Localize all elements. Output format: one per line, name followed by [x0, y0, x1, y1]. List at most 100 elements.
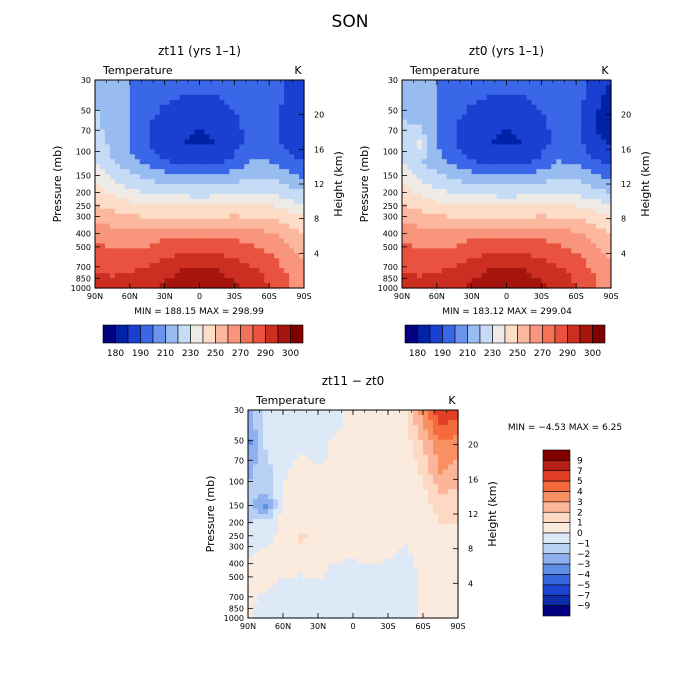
field-cell	[253, 434, 259, 441]
field-cell	[556, 193, 562, 200]
field-cell	[486, 193, 493, 200]
field-cell	[189, 248, 196, 254]
field-cell	[214, 84, 221, 91]
field-cell	[234, 89, 240, 96]
field-cell	[551, 268, 557, 274]
field-cell	[279, 144, 285, 150]
field-cell	[274, 278, 280, 284]
field-cell	[388, 419, 394, 426]
field-cell	[124, 263, 131, 269]
field-cell	[601, 80, 607, 86]
field-cell	[433, 434, 439, 441]
field-cell	[129, 174, 136, 180]
field-cell	[164, 154, 171, 160]
field-cell	[263, 528, 269, 535]
field-cell	[179, 149, 186, 155]
field-cell	[591, 258, 597, 264]
field-cell	[194, 184, 201, 190]
field-cell	[581, 144, 587, 150]
field-cell	[606, 184, 612, 190]
field-cell	[491, 248, 498, 254]
field-cell	[254, 218, 260, 225]
field-cell	[416, 283, 423, 289]
colorbar-swatch	[127, 324, 141, 344]
field-cell	[159, 228, 166, 235]
field-cell	[99, 238, 106, 245]
field-cell	[531, 119, 537, 126]
field-cell	[428, 499, 434, 505]
field-cell	[124, 238, 131, 245]
field-cell	[293, 504, 299, 510]
field-cell	[283, 494, 289, 500]
field-cell	[586, 89, 592, 96]
field-cell	[279, 208, 285, 215]
field-cell	[606, 99, 612, 106]
field-cell	[486, 159, 493, 165]
field-cell	[293, 469, 299, 475]
field-cell	[169, 184, 176, 190]
field-cell	[496, 114, 503, 121]
field-cell	[431, 238, 438, 245]
field-cell	[124, 119, 131, 126]
field-cell	[109, 174, 116, 180]
field-cell	[536, 278, 542, 284]
field-cell	[214, 248, 221, 254]
field-cell	[99, 89, 106, 96]
field-cell	[129, 203, 136, 210]
field-cell	[194, 149, 201, 155]
field-cell	[199, 263, 206, 269]
field-cell	[581, 119, 587, 126]
field-cell	[239, 134, 245, 141]
field-cell	[436, 134, 443, 141]
field-cell	[253, 464, 259, 471]
field-cell	[214, 193, 221, 200]
field-cell	[456, 273, 463, 279]
field-cell	[556, 80, 562, 86]
field-cell	[279, 134, 285, 141]
field-cell	[431, 218, 438, 225]
field-cell	[551, 213, 557, 220]
field-cell	[591, 253, 597, 259]
field-cell	[481, 208, 488, 215]
field-cell	[119, 104, 126, 111]
field-cell	[289, 193, 295, 200]
field-cell	[109, 114, 116, 121]
field-cell	[214, 198, 221, 205]
field-cell	[481, 134, 488, 141]
field-cell	[526, 188, 532, 195]
field-cell	[443, 538, 449, 545]
y-right-tick-label: 20	[314, 111, 324, 120]
field-cell	[289, 174, 295, 180]
field-cell	[348, 514, 354, 520]
field-cell	[363, 469, 369, 475]
field-cell	[154, 84, 161, 91]
field-cell	[294, 283, 300, 289]
field-cell	[353, 449, 359, 456]
colorbar-label: 300	[584, 349, 601, 359]
field-cell	[556, 243, 562, 249]
x-tick-label: 30N	[464, 292, 480, 301]
field-cell	[299, 184, 305, 190]
field-cell	[284, 198, 290, 205]
field-cell	[378, 444, 384, 451]
field-cell	[566, 238, 572, 245]
field-cell	[448, 499, 454, 505]
field-cell	[268, 538, 274, 545]
field-cell	[104, 139, 111, 145]
field-cell	[189, 129, 196, 136]
field-cell	[134, 174, 141, 180]
field-cell	[114, 84, 121, 91]
field-cell	[129, 263, 136, 269]
field-cell	[481, 114, 488, 121]
field-cell	[403, 548, 409, 555]
field-cell	[413, 538, 419, 545]
field-cell	[119, 238, 126, 245]
field-cell	[541, 144, 547, 150]
field-cell	[99, 129, 106, 136]
field-cell	[496, 283, 503, 289]
field-cell	[441, 124, 448, 131]
field-cell	[436, 193, 443, 200]
field-cell	[596, 258, 602, 264]
field-cell	[591, 223, 597, 230]
